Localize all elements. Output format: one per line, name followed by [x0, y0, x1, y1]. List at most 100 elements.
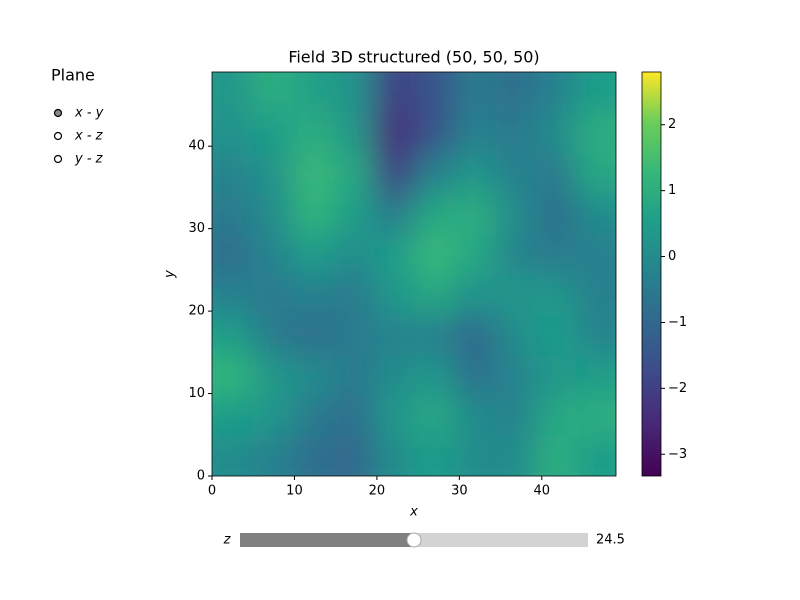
- heatmap-cells: [212, 72, 616, 476]
- slider-value: 24.5: [596, 533, 625, 548]
- heatmap-cell: [373, 274, 415, 315]
- heatmap-cell: [333, 395, 375, 437]
- heatmap-cell: [454, 314, 496, 356]
- heatmap-cell: [454, 152, 496, 194]
- heatmap-cell: [252, 354, 294, 396]
- slider-fill: [240, 533, 414, 547]
- heatmap-cell: [373, 193, 415, 235]
- colorbar-tick-label: 1: [668, 183, 676, 198]
- heatmap-cell: [575, 395, 616, 437]
- slider-label: z: [223, 533, 232, 548]
- heatmap-cell: [494, 314, 536, 356]
- radio-label[interactable]: y - z: [74, 152, 104, 167]
- heatmap-cell: [414, 435, 455, 476]
- heatmap-cell: [292, 395, 334, 437]
- y-tick-label: 30: [188, 221, 205, 236]
- heatmap-cell: [494, 395, 536, 437]
- colorbar-tick-label: −2: [668, 381, 687, 396]
- heatmap-cell: [454, 72, 496, 113]
- heatmap-cell: [373, 395, 415, 437]
- heatmap-cell: [535, 193, 577, 235]
- radio-title: Plane: [51, 66, 95, 85]
- heatmap-cell: [212, 193, 253, 235]
- heatmap-cell: [252, 395, 294, 437]
- radio-button[interactable]: [53, 131, 63, 141]
- heatmap-cell: [575, 314, 616, 356]
- heatmap-cell: [373, 112, 415, 154]
- heatmap-cell: [575, 233, 616, 275]
- y-tick-label: 20: [188, 304, 205, 319]
- heatmap-cell: [252, 435, 294, 476]
- slider[interactable]: [240, 532, 588, 548]
- heatmap-cell: [292, 274, 334, 315]
- heatmap-cell: [212, 395, 253, 437]
- heatmap-cell: [373, 314, 415, 356]
- slider-handle[interactable]: [406, 532, 422, 548]
- x-tick-label: 30: [451, 484, 468, 499]
- heatmap-cell: [333, 233, 375, 275]
- heatmap-cell: [494, 274, 536, 315]
- heatmap-cell: [575, 152, 616, 194]
- heatmap-cell: [535, 314, 577, 356]
- heatmap-cell: [333, 354, 375, 396]
- heatmap-cell: [292, 435, 334, 476]
- x-tick-label: 20: [369, 484, 386, 499]
- colorbar: [641, 71, 662, 477]
- heatmap-cell: [414, 193, 455, 235]
- heatmap-cell: [535, 354, 577, 396]
- heatmap-cell: [535, 395, 577, 437]
- x-axis-label: x: [409, 505, 418, 520]
- heatmap-cell: [292, 314, 334, 356]
- radio-label[interactable]: x - z: [74, 129, 104, 144]
- heatmap-cell: [333, 314, 375, 356]
- heatmap-cell: [414, 112, 455, 154]
- heatmap-cell: [535, 233, 577, 275]
- heatmap-cell: [535, 435, 577, 476]
- colorbar-tick-label: −3: [668, 447, 687, 462]
- heatmap-cell: [454, 112, 496, 154]
- heatmap-cell: [212, 72, 253, 113]
- radio-group: x - y x - z y - z: [53, 106, 104, 167]
- heatmap-cell: [212, 152, 253, 194]
- heatmap-cell: [373, 72, 415, 113]
- heatmap-cell: [252, 112, 294, 154]
- heatmap-cell: [575, 72, 616, 113]
- heatmap-cell: [252, 193, 294, 235]
- heatmap-cell: [333, 435, 375, 476]
- heatmap-cell: [414, 354, 455, 396]
- heatmap-cell: [494, 193, 536, 235]
- heatmap-cell: [252, 274, 294, 315]
- y-tick-label: 10: [188, 386, 205, 401]
- heatmap-cell: [212, 435, 253, 476]
- heatmap-cell: [494, 233, 536, 275]
- heatmap-cell: [535, 72, 577, 113]
- heatmap-cell: [414, 274, 455, 315]
- heatmap-cell: [494, 112, 536, 154]
- heatmap-cell: [575, 354, 616, 396]
- x-tick-label: 0: [208, 484, 216, 499]
- heatmap-cell: [373, 233, 415, 275]
- heatmap-cell: [333, 112, 375, 154]
- heatmap-cell: [414, 314, 455, 356]
- heatmap-cell: [333, 152, 375, 194]
- heatmap-cell: [292, 354, 334, 396]
- radio-label[interactable]: x - y: [74, 106, 104, 121]
- heatmap-cell: [494, 72, 536, 113]
- heatmap-cell: [252, 233, 294, 275]
- heatmap-cell: [535, 152, 577, 194]
- heatmap-cell: [494, 354, 536, 396]
- heatmap-cell: [414, 395, 455, 437]
- heatmap: [212, 72, 616, 476]
- heatmap-cell: [333, 274, 375, 315]
- radio-button[interactable]: [53, 154, 63, 164]
- heatmap-cell: [494, 152, 536, 194]
- heatmap-cell: [414, 152, 455, 194]
- heatmap-cell: [252, 72, 294, 113]
- x-tick-label: 10: [286, 484, 303, 499]
- radio-button[interactable]: [53, 108, 63, 118]
- heatmap-cell: [454, 395, 496, 437]
- heatmap-cell: [212, 274, 253, 315]
